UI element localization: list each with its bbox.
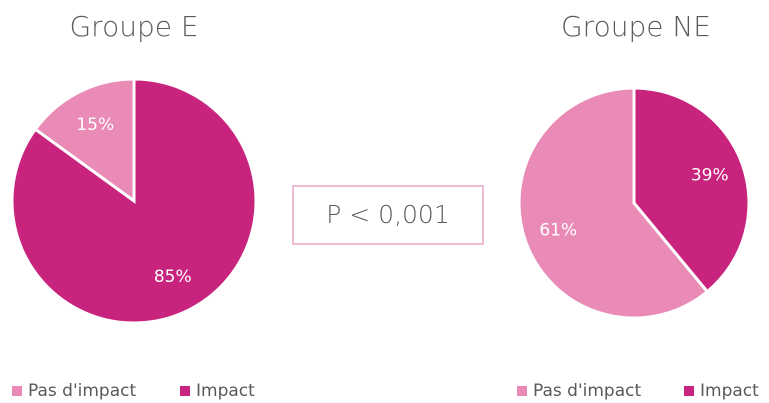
legend-label: Pas d'impact [28,381,136,401]
legend-swatch [517,386,527,396]
legend-swatch [684,386,694,396]
value-label: 39% [691,166,729,186]
chart-title: Groupe NE [561,10,711,43]
legend-label: Pas d'impact [533,381,641,401]
pie-slice [10,77,258,325]
legend-label: Impact [196,381,255,401]
pie-slice [632,86,751,294]
legend-swatch [180,386,190,396]
value-label: 15% [76,115,114,135]
value-label: 61% [539,220,577,240]
value-label: 85% [154,267,192,287]
pie-slice [517,86,710,320]
p-value: P < 0,001 [326,200,450,229]
p-value-box [292,185,484,245]
chart-title: Groupe E [69,10,198,43]
legend-swatch [12,386,22,396]
legend-label: Impact [700,381,759,401]
pie-slice [33,77,136,204]
